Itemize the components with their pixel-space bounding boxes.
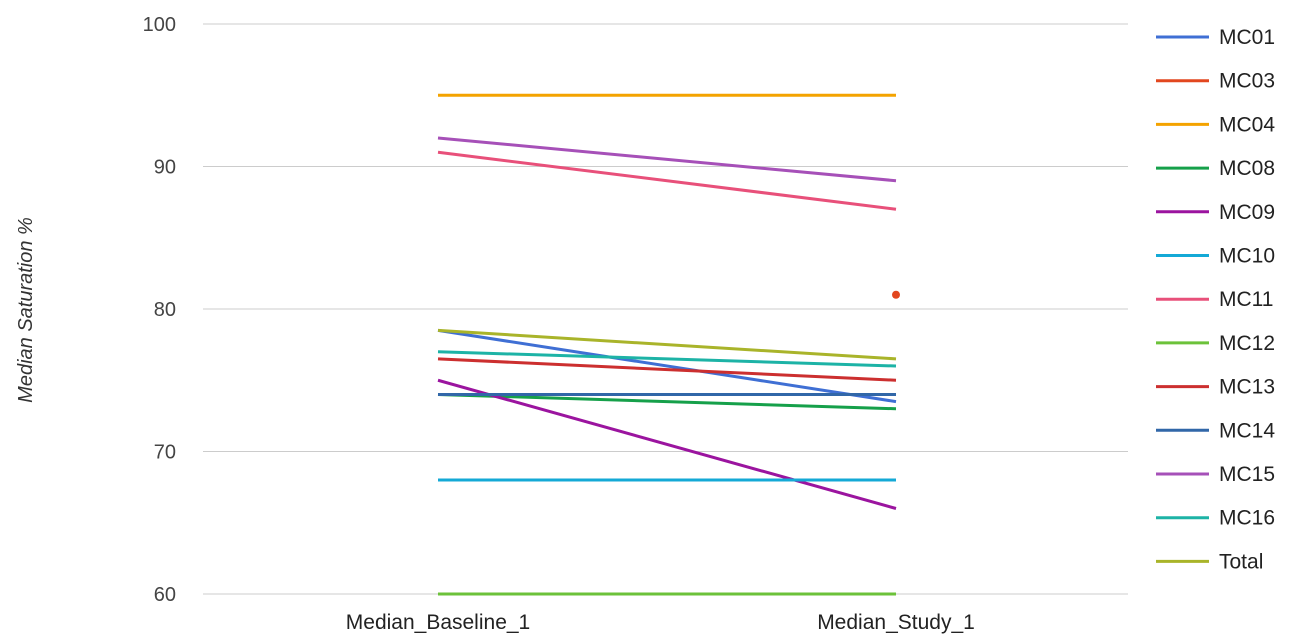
legend-item: MC10 xyxy=(1156,245,1275,268)
series-line-mc08 xyxy=(437,393,897,411)
series-lines xyxy=(437,93,900,596)
legend-label: MC13 xyxy=(1219,376,1275,399)
y-tick-label: 100 xyxy=(143,14,176,36)
y-axis-title: Median Saturation % xyxy=(15,217,37,403)
legend-item: MC04 xyxy=(1156,113,1275,136)
legend-item: MC01 xyxy=(1156,26,1275,49)
legend-item: MC14 xyxy=(1156,419,1275,442)
legend-item: Total xyxy=(1156,550,1263,573)
y-tick-label: 80 xyxy=(154,299,176,321)
legend-item: MC16 xyxy=(1156,507,1275,530)
y-tick-label: 60 xyxy=(154,584,176,606)
legend-label: MC15 xyxy=(1219,463,1275,486)
x-category-label: Median_Study_1 xyxy=(817,611,975,634)
legend-item: MC15 xyxy=(1156,463,1275,486)
legend-item: MC03 xyxy=(1156,70,1275,93)
legend-label: MC14 xyxy=(1219,419,1275,442)
legend-item: MC12 xyxy=(1156,332,1275,355)
legend-label: MC03 xyxy=(1219,70,1275,93)
x-category-label: Median_Baseline_1 xyxy=(346,611,530,634)
series-line-mc15 xyxy=(437,136,897,183)
legend-item: MC13 xyxy=(1156,376,1275,399)
y-axis-ticks: 60 70 80 90 100 xyxy=(143,14,176,606)
legend-label: MC10 xyxy=(1219,245,1275,268)
series-line-mc16 xyxy=(437,350,897,368)
legend-label: MC01 xyxy=(1219,26,1275,49)
series-line-total xyxy=(437,328,897,361)
series-point-mc03 xyxy=(892,290,900,299)
legend-label: MC16 xyxy=(1219,507,1275,530)
legend-label: MC12 xyxy=(1219,332,1275,355)
series-line-mc01 xyxy=(437,328,897,404)
series-line-mc11 xyxy=(437,150,897,211)
series-line-mc13 xyxy=(437,357,897,382)
gridlines xyxy=(203,23,1128,595)
x-axis-categories: Median_Baseline_1 Median_Study_1 xyxy=(346,611,975,634)
series-line-mc09 xyxy=(437,378,897,510)
legend: MC01 MC03 MC04 MC08 MC09 MC10 MC11 MC12 MC13 MC14… xyxy=(1156,26,1275,573)
legend-item: MC11 xyxy=(1156,288,1273,311)
legend-label: Total xyxy=(1219,550,1263,573)
legend-label: MC11 xyxy=(1219,288,1273,311)
legend-label: MC04 xyxy=(1219,113,1275,136)
y-tick-label: 70 xyxy=(154,442,176,464)
legend-item: MC09 xyxy=(1156,201,1275,224)
y-tick-label: 90 xyxy=(154,157,176,179)
legend-label: MC09 xyxy=(1219,201,1275,224)
legend-label: MC08 xyxy=(1219,157,1275,180)
legend-item: MC08 xyxy=(1156,157,1275,180)
